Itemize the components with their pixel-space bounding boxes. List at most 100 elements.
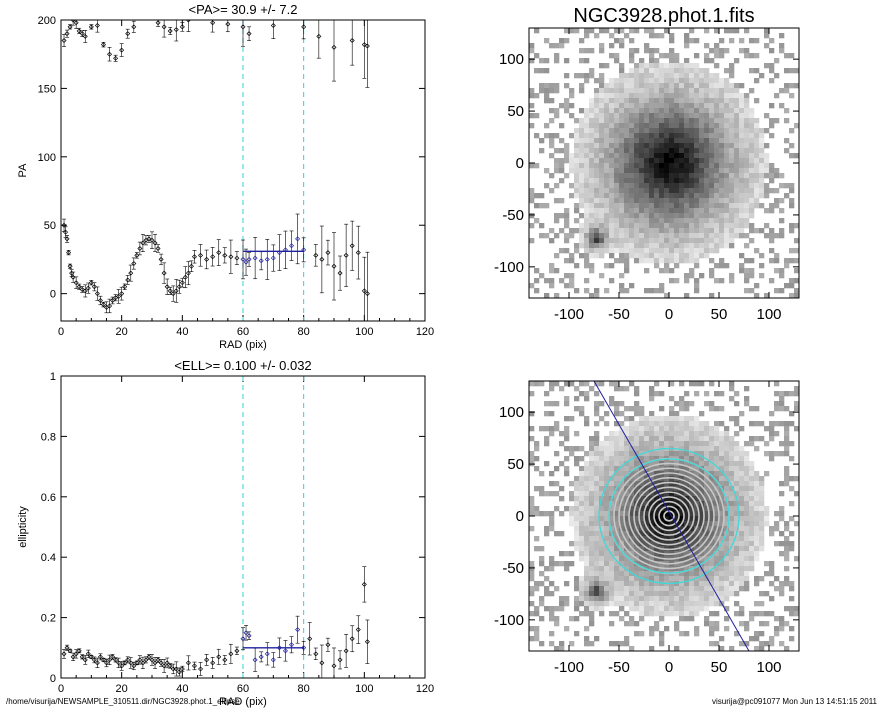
image-pixel: [574, 263, 580, 269]
image-pixel: [594, 451, 600, 457]
image-pixel: [739, 188, 745, 194]
image-pixel: [609, 223, 615, 229]
image-pixel: [714, 466, 720, 472]
image-pixel: [634, 421, 640, 427]
image-pixel: [644, 68, 650, 74]
image-pixel: [744, 223, 750, 229]
image-pixel: [699, 421, 705, 427]
image-pixel: [659, 416, 665, 422]
image-pixel: [619, 218, 625, 224]
image-pixel: [704, 183, 710, 189]
image-pixel: [759, 621, 765, 627]
image-pixel: [629, 541, 635, 547]
image-pixel: [619, 431, 625, 437]
image-pixel: [749, 486, 755, 492]
image-pixel: [699, 103, 705, 109]
image-pixel: [739, 233, 745, 239]
image-pixel: [599, 98, 605, 104]
image-pixel: [639, 561, 645, 567]
image-pixel: [654, 78, 660, 84]
image-pixel: [719, 83, 725, 89]
image-pixel: [699, 213, 705, 219]
image-pixel: [599, 83, 605, 89]
image-pixel: [714, 63, 720, 69]
image-pixel: [704, 576, 710, 582]
image-pixel: [614, 28, 620, 34]
image-pixel: [669, 158, 675, 164]
image-pixel: [599, 133, 605, 139]
image-pixel: [704, 168, 710, 174]
image-pixel: [629, 596, 635, 602]
image-pixel: [704, 471, 710, 477]
image-pixel: [564, 471, 570, 477]
image-pixel: [709, 571, 715, 577]
image-pixel: [689, 586, 695, 592]
image-pixel: [619, 113, 625, 119]
image-pixel: [569, 283, 575, 289]
image-pixel: [709, 48, 715, 54]
image-pixel: [699, 228, 705, 234]
image-pixel: [664, 293, 670, 299]
image-pixel: [769, 611, 775, 617]
image-pixel: [694, 263, 700, 269]
image-pixel: [594, 561, 600, 567]
image-pixel: [724, 178, 730, 184]
image-pixel: [699, 238, 705, 244]
image-pixel: [644, 178, 650, 184]
image-pixel: [574, 243, 580, 249]
image-pixel: [654, 461, 660, 467]
image-pixel: [704, 213, 710, 219]
image-pixel: [614, 591, 620, 597]
image-pixel: [604, 138, 610, 144]
image-pixel: [644, 258, 650, 264]
image-pixel: [759, 178, 765, 184]
image-pixel: [789, 83, 795, 89]
y-tick-label: 0: [516, 155, 524, 172]
image-pixel: [729, 218, 735, 224]
image-pixel: [599, 551, 605, 557]
image-pixel: [639, 516, 645, 522]
image-pixel: [774, 421, 780, 427]
image-pixel: [549, 426, 555, 432]
image-pixel: [529, 591, 535, 597]
image-pixel: [629, 123, 635, 129]
data-point: [210, 20, 216, 26]
image-pixel: [739, 158, 745, 164]
image-pixel: [669, 118, 675, 124]
image-pixel: [709, 108, 715, 114]
image-pixel: [724, 143, 730, 149]
image-pixel: [669, 218, 675, 224]
image-pixel: [664, 158, 670, 164]
image-pixel: [609, 193, 615, 199]
image-pixel: [529, 198, 535, 204]
image-pixel: [724, 223, 730, 229]
image-pixel: [649, 213, 655, 219]
image-pixel: [684, 596, 690, 602]
image-pixel: [654, 416, 660, 422]
image-pixel: [734, 556, 740, 562]
image-pixel: [674, 93, 680, 99]
image-pixel: [709, 401, 715, 407]
image-pixel: [639, 506, 645, 512]
image-pixel: [619, 68, 625, 74]
image-pixel: [779, 228, 785, 234]
image-pixel: [739, 611, 745, 617]
image-pixel: [764, 43, 770, 49]
image-pixel: [769, 571, 775, 577]
image-pixel: [554, 253, 560, 259]
image-pixel: [689, 501, 695, 507]
image-pixel: [684, 436, 690, 442]
image-pixel: [584, 118, 590, 124]
image-pixel: [729, 68, 735, 74]
image-pixel: [779, 531, 785, 537]
image-pixel: [689, 456, 695, 462]
image-pixel: [659, 511, 665, 517]
image-pixel: [669, 396, 675, 402]
image-pixel: [744, 586, 750, 592]
image-pixel: [754, 601, 760, 607]
image-pixel: [699, 551, 705, 557]
image-pixel: [704, 446, 710, 452]
image-pixel: [694, 128, 700, 134]
image-pixel: [644, 48, 650, 54]
image-pixel: [594, 501, 600, 507]
